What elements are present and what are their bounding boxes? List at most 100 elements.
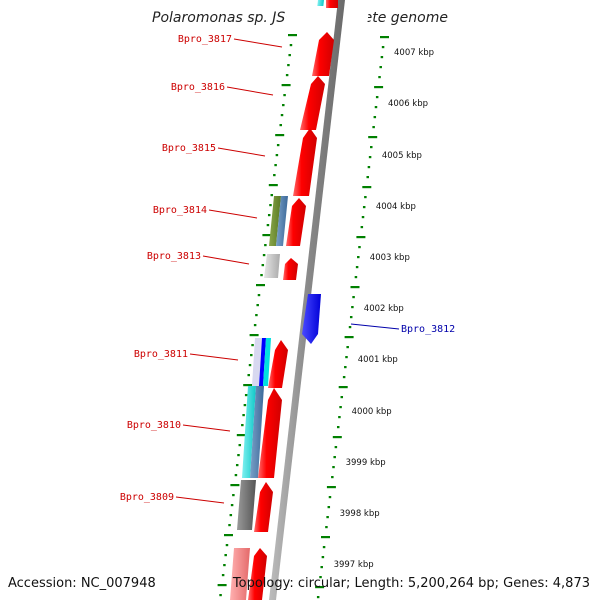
tick-mark — [280, 114, 284, 117]
ruler-tick-label: 4001 kbp — [358, 355, 398, 365]
tick-mark — [325, 526, 328, 529]
tick-mark — [322, 546, 326, 549]
gene-label-forward[interactable]: Bpro_3809 — [120, 492, 174, 503]
ruler-tick-label: 3998 kbp — [340, 509, 380, 519]
tick-mark — [288, 54, 291, 57]
tick-mark — [279, 124, 282, 127]
tick-mark — [372, 126, 375, 129]
gene-leader-line — [350, 323, 400, 330]
gene-arrow-bpro-3813 — [283, 258, 298, 280]
tick-mark — [339, 406, 342, 409]
tick-mark — [316, 596, 320, 599]
gene-label-forward[interactable]: Bpro_3816 — [171, 82, 225, 93]
tick-mark — [336, 426, 340, 429]
tick-mark — [362, 206, 366, 209]
gene-leader-line — [189, 353, 239, 361]
tick-mark — [248, 364, 252, 367]
tick-mark — [250, 354, 253, 357]
tick-mark — [262, 254, 266, 257]
gene-label-reverse[interactable]: Bpro_3812 — [401, 324, 455, 335]
gene-leader-line — [208, 209, 258, 219]
tick-mark — [378, 76, 381, 79]
inner-tick-track — [217, 34, 297, 597]
tick-mark — [256, 304, 259, 307]
tick-mark — [321, 556, 325, 559]
gene-label-forward[interactable]: Bpro_3815 — [162, 143, 216, 154]
ruler-tick-label: 4007 kbp — [394, 48, 434, 58]
gene-leader-line — [226, 86, 274, 96]
gene-leader-line — [233, 38, 283, 48]
tick-mark — [282, 104, 285, 107]
tick-mark — [370, 146, 373, 149]
ruler-tick-label: 4002 kbp — [364, 304, 404, 314]
tick-mark — [348, 326, 352, 329]
tick-mark — [351, 306, 354, 309]
tick-mark — [380, 36, 389, 39]
tick-mark — [368, 136, 378, 139]
gene-label-forward[interactable]: Bpro_3811 — [134, 349, 188, 360]
gene-arrow-bpro-3811 — [268, 340, 288, 388]
tick-mark — [366, 176, 369, 179]
tick-mark — [326, 486, 336, 489]
ruler-labels: 4007 kbp 4006 kbp 4005 kbp 4004 kbp 4003 kbp… — [334, 48, 434, 570]
tick-mark — [235, 464, 239, 467]
gene-block-cyan-small — [263, 338, 271, 386]
gene-block-light-grey — [264, 254, 280, 278]
gene-block-pale-lilac — [252, 338, 262, 386]
tick-mark — [381, 46, 385, 49]
tick-mark — [350, 286, 360, 289]
tick-mark — [338, 416, 341, 419]
gene-label-forward[interactable]: Bpro_3817 — [178, 34, 232, 45]
ruler-tick-label: 4000 kbp — [352, 407, 392, 417]
gene-label-forward[interactable]: Bpro_3813 — [147, 251, 201, 262]
gene-arrow-bpro-3814 — [286, 198, 306, 246]
tick-mark — [354, 276, 358, 279]
tick-mark — [238, 444, 242, 447]
tick-mark — [234, 474, 238, 477]
tick-mark — [379, 66, 382, 69]
tick-mark — [315, 586, 325, 589]
tick-mark — [321, 536, 330, 539]
tick-mark — [327, 506, 331, 509]
gene-leader-line — [175, 496, 225, 504]
tick-mark — [367, 166, 371, 169]
tick-mark — [267, 214, 271, 217]
tick-mark — [362, 186, 372, 189]
tick-mark — [373, 116, 377, 119]
tick-mark — [229, 514, 233, 517]
gene-arrow-bpro-3816 — [300, 76, 325, 130]
tick-mark — [355, 266, 359, 269]
tick-mark — [345, 356, 348, 359]
tick-mark — [275, 154, 279, 157]
gene-leader-line — [202, 255, 250, 265]
tick-mark — [281, 84, 291, 87]
ruler-tick-label: 3999 kbp — [346, 458, 386, 468]
tick-mark — [273, 174, 276, 177]
tick-mark — [344, 366, 347, 369]
tick-mark — [237, 454, 240, 457]
ruler-tick-label: 4003 kbp — [370, 253, 410, 263]
gene-partial-red — [326, 0, 338, 8]
tick-mark — [326, 516, 329, 519]
tick-mark — [357, 256, 360, 259]
tick-mark — [368, 156, 372, 159]
gene-block-blue — [259, 338, 266, 386]
gene-block-cyan — [242, 386, 256, 478]
tick-mark — [287, 64, 290, 67]
tick-mark — [331, 476, 334, 479]
gene-arrow-bpro-3815 — [293, 128, 317, 196]
gene-label-forward[interactable]: Bpro_3810 — [127, 420, 181, 431]
gene-partial-red-bottom — [248, 548, 267, 600]
gene-arrow-bpro-3812 — [302, 294, 321, 344]
tick-mark — [217, 584, 227, 587]
tick-mark — [285, 74, 289, 77]
gene-label-forward[interactable]: Bpro_3814 — [153, 205, 207, 216]
tick-mark — [342, 376, 346, 379]
gene-block-dark-grey — [237, 480, 256, 530]
tick-mark — [242, 414, 245, 417]
tick-mark — [225, 544, 229, 547]
tick-mark — [289, 44, 293, 47]
gene-labels: Bpro_3817 Bpro_3816 Bpro_3815 Bpro_3814 Bpro… — [120, 34, 455, 504]
tick-mark — [268, 184, 278, 187]
